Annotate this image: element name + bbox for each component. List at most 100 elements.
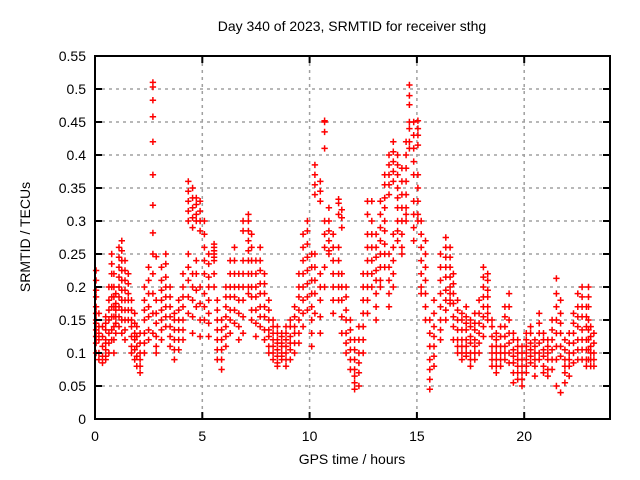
scatter-column xyxy=(574,290,581,363)
scatter-column xyxy=(325,204,333,258)
scatter-column xyxy=(189,184,196,337)
scatter-column xyxy=(548,316,556,373)
scatter-column xyxy=(145,264,152,343)
scatter-column xyxy=(540,330,547,376)
scatter-column xyxy=(115,244,123,330)
scatter-column xyxy=(274,323,281,370)
scatter-points xyxy=(92,79,598,396)
scatter-column xyxy=(463,303,470,360)
scatter-column xyxy=(446,244,454,307)
scatter-column xyxy=(269,316,277,363)
scatter-column xyxy=(488,316,496,370)
chart-title: Day 340 of 2023, SRMTID for receiver sth… xyxy=(218,18,486,34)
scatter-column xyxy=(410,118,417,244)
scatter-column xyxy=(287,316,294,363)
scatter-column xyxy=(257,244,264,330)
scatter-column xyxy=(222,283,230,350)
scatter-column xyxy=(193,194,200,310)
scatter-column xyxy=(265,297,272,357)
scatter-column xyxy=(330,231,337,317)
scatter-column xyxy=(418,217,425,297)
scatter-column xyxy=(125,270,132,324)
scatter-column xyxy=(501,303,509,363)
y-tick-label: 0.05 xyxy=(59,378,86,394)
scatter-column xyxy=(342,283,350,357)
scatter-column xyxy=(450,270,457,343)
scatter-column xyxy=(544,336,551,380)
scatter-column xyxy=(317,178,324,337)
scatter-column xyxy=(557,297,564,396)
y-tick-label: 0 xyxy=(78,411,86,427)
scatter-column xyxy=(338,206,345,337)
scatter-column xyxy=(136,330,144,376)
scatter-column xyxy=(406,81,413,152)
scatter-column xyxy=(295,270,303,347)
scatter-column xyxy=(442,234,449,324)
scatter-column xyxy=(523,330,530,376)
x-tick-label: 5 xyxy=(198,428,206,444)
scatter-column xyxy=(261,270,268,343)
scatter-column xyxy=(231,244,238,327)
scatter-column xyxy=(467,316,474,370)
x-axis-label: GPS time / hours xyxy=(299,451,406,467)
scatter-column xyxy=(368,198,375,291)
scatter-column xyxy=(372,231,380,324)
scatter-column xyxy=(239,217,247,337)
scatter-column xyxy=(566,330,573,380)
x-tick-label: 0 xyxy=(91,428,99,444)
scatter-column xyxy=(518,343,526,390)
scatter-column xyxy=(355,323,363,390)
scatter-column xyxy=(561,336,569,386)
scatter-column xyxy=(248,231,255,324)
scatter-column xyxy=(364,198,371,317)
scatter-column xyxy=(394,151,401,244)
scatter-column xyxy=(578,283,586,363)
scatter-column xyxy=(510,330,517,386)
scatter-column xyxy=(131,310,138,363)
scatter-column xyxy=(437,250,444,343)
scatter-column xyxy=(121,257,129,343)
scatter-column xyxy=(505,290,513,367)
scatter-column xyxy=(205,250,212,340)
scatter-column xyxy=(299,231,307,330)
scatter-column xyxy=(426,316,433,393)
scatter-column xyxy=(308,250,315,350)
scatter-column xyxy=(235,270,242,343)
scatter-column xyxy=(166,283,174,350)
x-tick-label: 10 xyxy=(302,428,318,444)
scatter-column xyxy=(171,310,178,363)
y-tick-label: 0.2 xyxy=(67,279,87,295)
scatter-column xyxy=(360,270,367,357)
scatter-column xyxy=(311,161,319,317)
scatter-column xyxy=(133,323,140,370)
scatter-column xyxy=(102,313,109,363)
scatter-column xyxy=(304,217,311,314)
scatter-column xyxy=(153,253,160,357)
scatter-column xyxy=(179,270,187,343)
x-tick-label: 20 xyxy=(516,428,532,444)
scatter-column xyxy=(398,165,406,258)
scatter-column xyxy=(351,336,358,393)
scatter-column xyxy=(291,303,298,357)
scatter-column xyxy=(590,330,598,370)
axis-ticks xyxy=(94,55,610,420)
tick-labels: 0 5 10 15 20 0 0.05 0.1 0.15 0.2 0.25 0.3 0.35 0.4 0.4… xyxy=(59,48,532,444)
scatter-column xyxy=(128,297,135,357)
scatter-column xyxy=(141,283,148,357)
y-axis-label: SRMTID / TECUs xyxy=(17,182,33,292)
y-tick-label: 0.4 xyxy=(67,147,87,163)
gridlines xyxy=(95,56,610,419)
scatter-column xyxy=(497,323,504,370)
scatter-column xyxy=(218,316,225,373)
scatter-column xyxy=(471,310,478,363)
scatter-column xyxy=(454,297,461,357)
scatter-column xyxy=(414,117,422,225)
scatter-column xyxy=(201,217,208,324)
scatter-column xyxy=(196,198,204,340)
scatter-column xyxy=(475,297,483,357)
scatter-column xyxy=(175,297,182,353)
scatter-column xyxy=(252,257,260,340)
scatter-column xyxy=(484,270,491,324)
